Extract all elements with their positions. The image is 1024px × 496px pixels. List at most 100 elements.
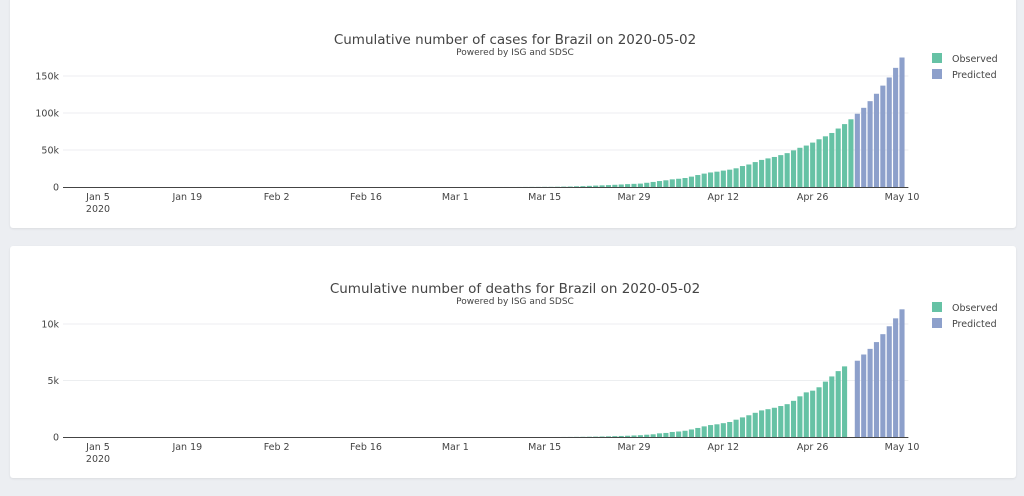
- predicted-bar: [867, 101, 873, 187]
- observed-bar: [612, 184, 618, 187]
- observed-bar: [625, 435, 631, 437]
- x-tick-label: Apr 12: [708, 442, 740, 453]
- cases-chart: Cumulative number of cases for Brazil on…: [35, 32, 998, 215]
- observed-bar: [580, 186, 586, 187]
- legend-label-observed: Observed: [952, 54, 998, 65]
- observed-bar: [663, 432, 669, 437]
- observed-bar: [612, 436, 618, 437]
- observed-bar: [739, 166, 746, 187]
- observed-bar: [759, 159, 765, 187]
- observed-bar: [733, 168, 739, 187]
- y-tick-label: 10k: [41, 320, 59, 331]
- observed-bar: [656, 181, 663, 187]
- observed-bar: [708, 425, 714, 437]
- legend-label-observed: Observed: [952, 303, 998, 314]
- observed-bar: [625, 184, 631, 187]
- observed-bar: [676, 431, 682, 437]
- observed-bar: [676, 178, 682, 187]
- observed-bar: [778, 406, 784, 437]
- observed-bar: [727, 421, 733, 437]
- observed-bar: [586, 185, 592, 187]
- observed-bar: [810, 390, 816, 437]
- x-tick-label: Apr 26: [797, 192, 829, 203]
- observed-bar: [765, 158, 771, 187]
- observed-bar: [822, 381, 828, 437]
- observed-bar: [688, 429, 694, 437]
- observed-bar: [720, 423, 726, 437]
- predicted-bar: [886, 77, 892, 187]
- observed-bar: [778, 155, 784, 187]
- x-tick-label: Jan 5: [85, 192, 110, 203]
- chart-title: Cumulative number of deaths for Brazil o…: [330, 281, 700, 297]
- predicted-bar: [893, 318, 899, 437]
- observed-bar: [631, 435, 637, 437]
- observed-bar: [759, 410, 765, 437]
- x-tick-label: Mar 29: [617, 442, 650, 453]
- observed-bar: [650, 181, 656, 187]
- observed-bar: [644, 434, 650, 437]
- predicted-bar: [854, 113, 860, 187]
- x-tick-label: Mar 29: [617, 192, 650, 203]
- observed-bar: [618, 184, 624, 187]
- observed-bar: [727, 169, 733, 187]
- observed-bar: [829, 376, 835, 437]
- y-tick-label: 0: [53, 433, 59, 444]
- observed-bar: [669, 431, 675, 437]
- predicted-bar: [899, 57, 905, 187]
- observed-bar: [708, 172, 714, 187]
- x-tick-label: May 10: [885, 442, 920, 453]
- observed-bar: [637, 435, 643, 437]
- x-tick-label: Jan 5: [85, 442, 110, 453]
- predicted-bar: [880, 85, 886, 187]
- chart-subtitle: Powered by ISG and SDSC: [456, 48, 574, 58]
- observed-bar: [637, 183, 643, 187]
- cases-chart-card: Cumulative number of cases for Brazil on…: [10, 0, 1016, 228]
- observed-bar: [631, 183, 637, 187]
- predicted-bar: [854, 360, 860, 437]
- observed-bar: [644, 182, 650, 187]
- observed-bar: [714, 171, 720, 187]
- observed-bar: [803, 145, 809, 187]
- observed-bar: [752, 412, 758, 437]
- observed-bar: [746, 415, 752, 437]
- observed-bar: [714, 424, 720, 437]
- chart-title: Cumulative number of cases for Brazil on…: [334, 32, 696, 48]
- observed-bar: [810, 142, 816, 187]
- legend-swatch-predicted: [932, 318, 942, 328]
- observed-bar: [797, 396, 803, 437]
- observed-bar: [803, 392, 809, 437]
- observed-bar: [574, 186, 580, 187]
- observed-bar: [593, 185, 599, 187]
- observed-bar: [682, 178, 688, 187]
- observed-bar: [752, 162, 758, 187]
- observed-bar: [816, 139, 822, 187]
- y-tick-label: 0: [53, 183, 59, 194]
- predicted-bar: [861, 354, 867, 437]
- observed-bar: [842, 366, 848, 437]
- y-tick-label: 150k: [35, 72, 59, 83]
- y-tick-label: 100k: [35, 109, 59, 120]
- observed-bar: [599, 185, 605, 187]
- legend-label-predicted: Predicted: [952, 70, 997, 81]
- x-tick-label: Mar 15: [528, 192, 561, 203]
- x-year-label: 2020: [86, 454, 110, 465]
- x-tick-label: Feb 2: [264, 192, 290, 203]
- observed-bar: [797, 147, 803, 187]
- observed-bar: [650, 434, 656, 437]
- observed-bar: [605, 185, 612, 187]
- x-tick-label: Feb 2: [264, 442, 290, 453]
- predicted-bar: [880, 334, 886, 437]
- x-year-label: 2020: [86, 204, 110, 215]
- observed-bar: [733, 419, 739, 437]
- x-tick-label: May 10: [885, 192, 920, 203]
- observed-bar: [701, 173, 707, 187]
- observed-bar: [695, 175, 701, 187]
- observed-bar: [688, 176, 694, 187]
- observed-bar: [790, 150, 797, 187]
- y-tick-label: 5k: [47, 376, 59, 387]
- observed-bar: [605, 436, 612, 437]
- deaths-chart: Cumulative number of deaths for Brazil o…: [41, 281, 998, 465]
- observed-bar: [618, 435, 624, 437]
- legend-label-predicted: Predicted: [952, 319, 997, 330]
- observed-bar: [829, 132, 835, 187]
